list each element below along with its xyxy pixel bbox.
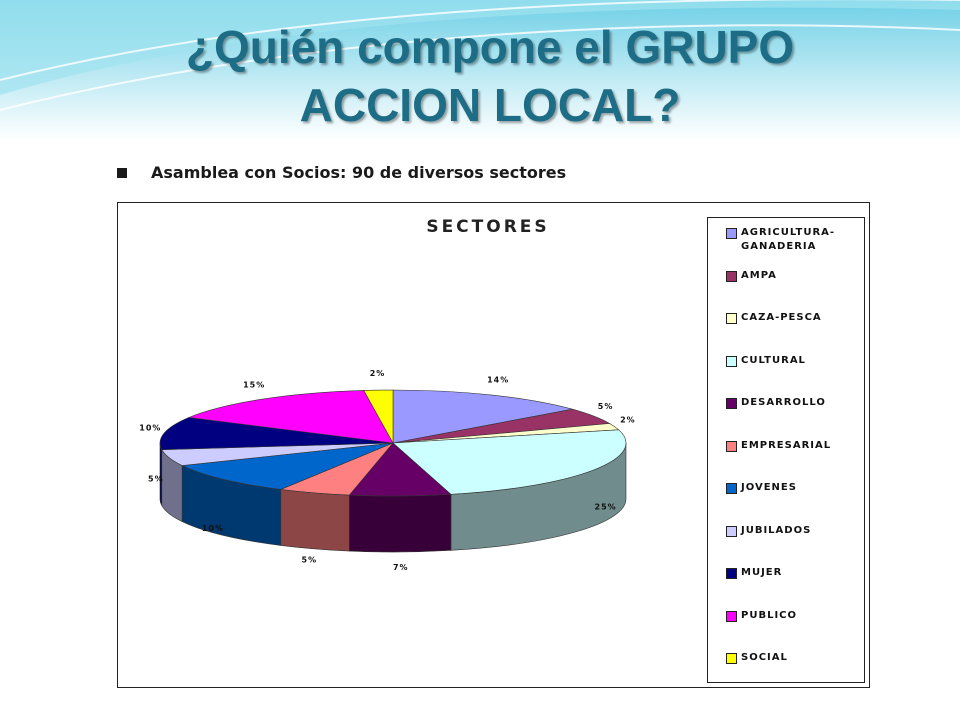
- pct-label-social: 2%: [370, 369, 386, 378]
- pie-top: [159, 389, 627, 497]
- legend-label: JOVENES: [741, 482, 797, 493]
- pie-slice-social: [363, 389, 394, 445]
- pie-slice-desarrollo: [348, 442, 452, 497]
- legend-label: MUJER: [741, 567, 783, 578]
- legend-swatch: [726, 398, 737, 409]
- legend-swatch: [726, 440, 737, 452]
- pie-chart: 14% 5% 2% 25% 7% 5% 10% 5% 10% 15% 2%: [139, 369, 636, 572]
- legend-item-mujer: MUJER: [726, 566, 862, 580]
- legend-swatch: [726, 270, 737, 282]
- chart-legend: AGRICULTURA-GANADERIA AMPA CAZA-PESCA CULTU…: [707, 217, 865, 683]
- legend-label: CAZA-PESCA: [741, 312, 822, 323]
- pct-label-jovenes: 10%: [202, 524, 224, 533]
- pct-label-desarrollo: 7%: [393, 563, 409, 572]
- legend-label: EMPRESARIAL: [741, 439, 832, 451]
- legend-swatch: [726, 568, 737, 579]
- legend-swatch: [726, 355, 737, 367]
- chart-frame: 14% 5% 2% 25% 7% 5% 10% 5% 10% 15% 2% SECTORES AGR…: [117, 202, 870, 688]
- pct-label-mujer: 10%: [139, 423, 161, 432]
- legend-swatch: [726, 483, 737, 494]
- legend-item-jubilados: JUBILADOS: [726, 524, 862, 538]
- pct-label-ampa: 5%: [598, 402, 614, 411]
- legend-label: JUBILADOS: [741, 524, 812, 536]
- legend-label: AGRICULTURA-GANADERIA: [741, 227, 836, 252]
- legend-swatch: [726, 653, 737, 664]
- legend-item-desarrollo: DESARROLLO: [726, 396, 862, 410]
- pct-label-empresarial: 5%: [302, 556, 318, 565]
- pct-label-cultural: 25%: [595, 503, 617, 512]
- pct-label-agricultura-ganaderia: 14%: [487, 375, 509, 384]
- legend-item-agricultura-ganaderia: AGRICULTURA-GANADERIA: [726, 226, 862, 254]
- legend-item-social: SOCIAL: [726, 651, 862, 665]
- legend-swatch: [726, 525, 737, 537]
- legend-label: CULTURAL: [741, 354, 806, 366]
- title-line-1: ¿Quién compone el GRUPO: [185, 21, 795, 73]
- title-line-2: ACCION LOCAL?: [299, 79, 681, 131]
- legend-swatch: [726, 228, 737, 239]
- pct-label-publico: 15%: [243, 381, 265, 390]
- legend-item-publico: PUBLICO: [726, 609, 862, 623]
- pie-side-empresarial: [280, 489, 350, 552]
- legend-label: SOCIAL: [741, 652, 788, 663]
- pie-slice-mujer: [159, 417, 394, 450]
- legend-item-cultural: CULTURAL: [726, 354, 862, 368]
- pie-slice-jovenes: [181, 442, 394, 490]
- legend-swatch: [726, 313, 737, 324]
- bullet-square-icon: [117, 167, 127, 178]
- pie-slice-cultural: [392, 429, 627, 495]
- pct-label-caza-pesca: 2%: [620, 415, 636, 424]
- chart-title: SECTORES: [426, 217, 550, 237]
- pie-sides: [159, 442, 627, 553]
- legend-item-caza-pesca: CAZA-PESCA: [726, 311, 862, 325]
- pie-side-desarrollo: [349, 494, 452, 553]
- bullet-text: Asamblea con Socios: 90 de diversos sect…: [151, 163, 567, 182]
- bullet-item: Asamblea con Socios: 90 de diversos sect…: [117, 163, 566, 182]
- legend-label: AMPA: [741, 269, 777, 281]
- legend-item-empresarial: EMPRESARIAL: [726, 439, 862, 453]
- header-background: [0, 0, 960, 140]
- legend-item-ampa: AMPA: [726, 269, 862, 283]
- legend-label: DESARROLLO: [741, 397, 826, 408]
- legend-swatch: [726, 610, 737, 622]
- pct-label-jubilados: 5%: [148, 474, 164, 483]
- pie-slice-publico: [187, 390, 394, 444]
- legend-item-jovenes: JOVENES: [726, 481, 862, 495]
- pie-slice-agricultura-ganaderia: [392, 389, 573, 444]
- legend-label: PUBLICO: [741, 609, 798, 621]
- slide-title: ¿Quién compone el GRUPO ACCION LOCAL?: [60, 18, 920, 134]
